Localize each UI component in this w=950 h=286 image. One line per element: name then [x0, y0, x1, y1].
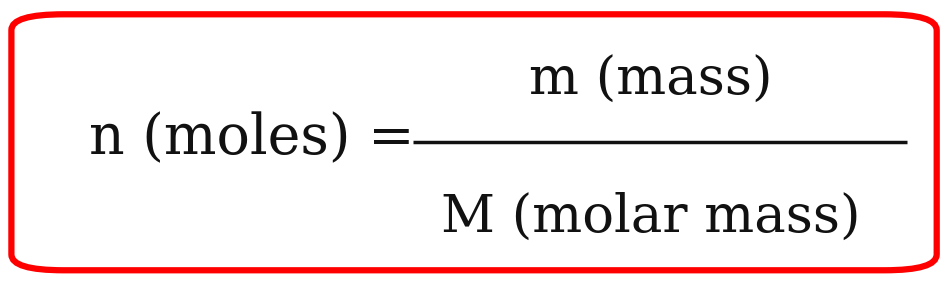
Text: m (mass): m (mass) [529, 55, 772, 106]
Text: n (moles) =: n (moles) = [89, 111, 414, 166]
Text: M (molar mass): M (molar mass) [441, 192, 861, 243]
FancyBboxPatch shape [11, 14, 937, 270]
